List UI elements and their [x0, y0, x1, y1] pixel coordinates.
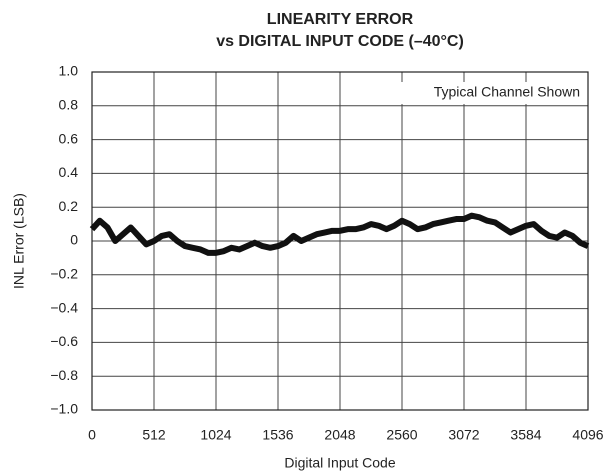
y-tick-label: −0.8 [50, 367, 78, 383]
y-tick-label: 0.8 [59, 97, 79, 113]
x-tick-label: 0 [88, 427, 96, 443]
y-tick-label: 0 [70, 232, 78, 248]
y-tick-label: −0.2 [50, 266, 78, 282]
x-tick-label: 2048 [324, 427, 355, 443]
x-tick-label: 1024 [200, 427, 231, 443]
chart-subtitle: vs DIGITAL INPUT CODE (–40°C) [216, 33, 464, 50]
chart-title: LINEARITY ERROR [267, 11, 414, 28]
y-tick-label: 0.2 [59, 198, 79, 214]
y-tick-label: −1.0 [50, 401, 78, 417]
y-axis-label: INL Error (LSB) [11, 193, 27, 289]
y-tick-label: −0.4 [50, 299, 78, 315]
x-tick-label: 2560 [386, 427, 417, 443]
y-tick-label: −0.6 [50, 333, 78, 349]
x-tick-label: 1536 [262, 427, 293, 443]
x-tick-label: 4096 [572, 427, 603, 443]
x-tick-label: 3584 [510, 427, 541, 443]
y-tick-label: 0.4 [59, 164, 79, 180]
x-tick-label: 3072 [448, 427, 479, 443]
x-axis-label: Digital Input Code [284, 455, 396, 471]
y-tick-label: 1.0 [59, 63, 79, 79]
annotation-box [384, 82, 582, 104]
data-line [89, 212, 590, 256]
plot-frame [91, 71, 589, 411]
x-tick-label: 512 [142, 427, 166, 443]
y-tick-label: 0.6 [59, 130, 79, 146]
annotation: Typical Channel Shown [434, 84, 580, 100]
